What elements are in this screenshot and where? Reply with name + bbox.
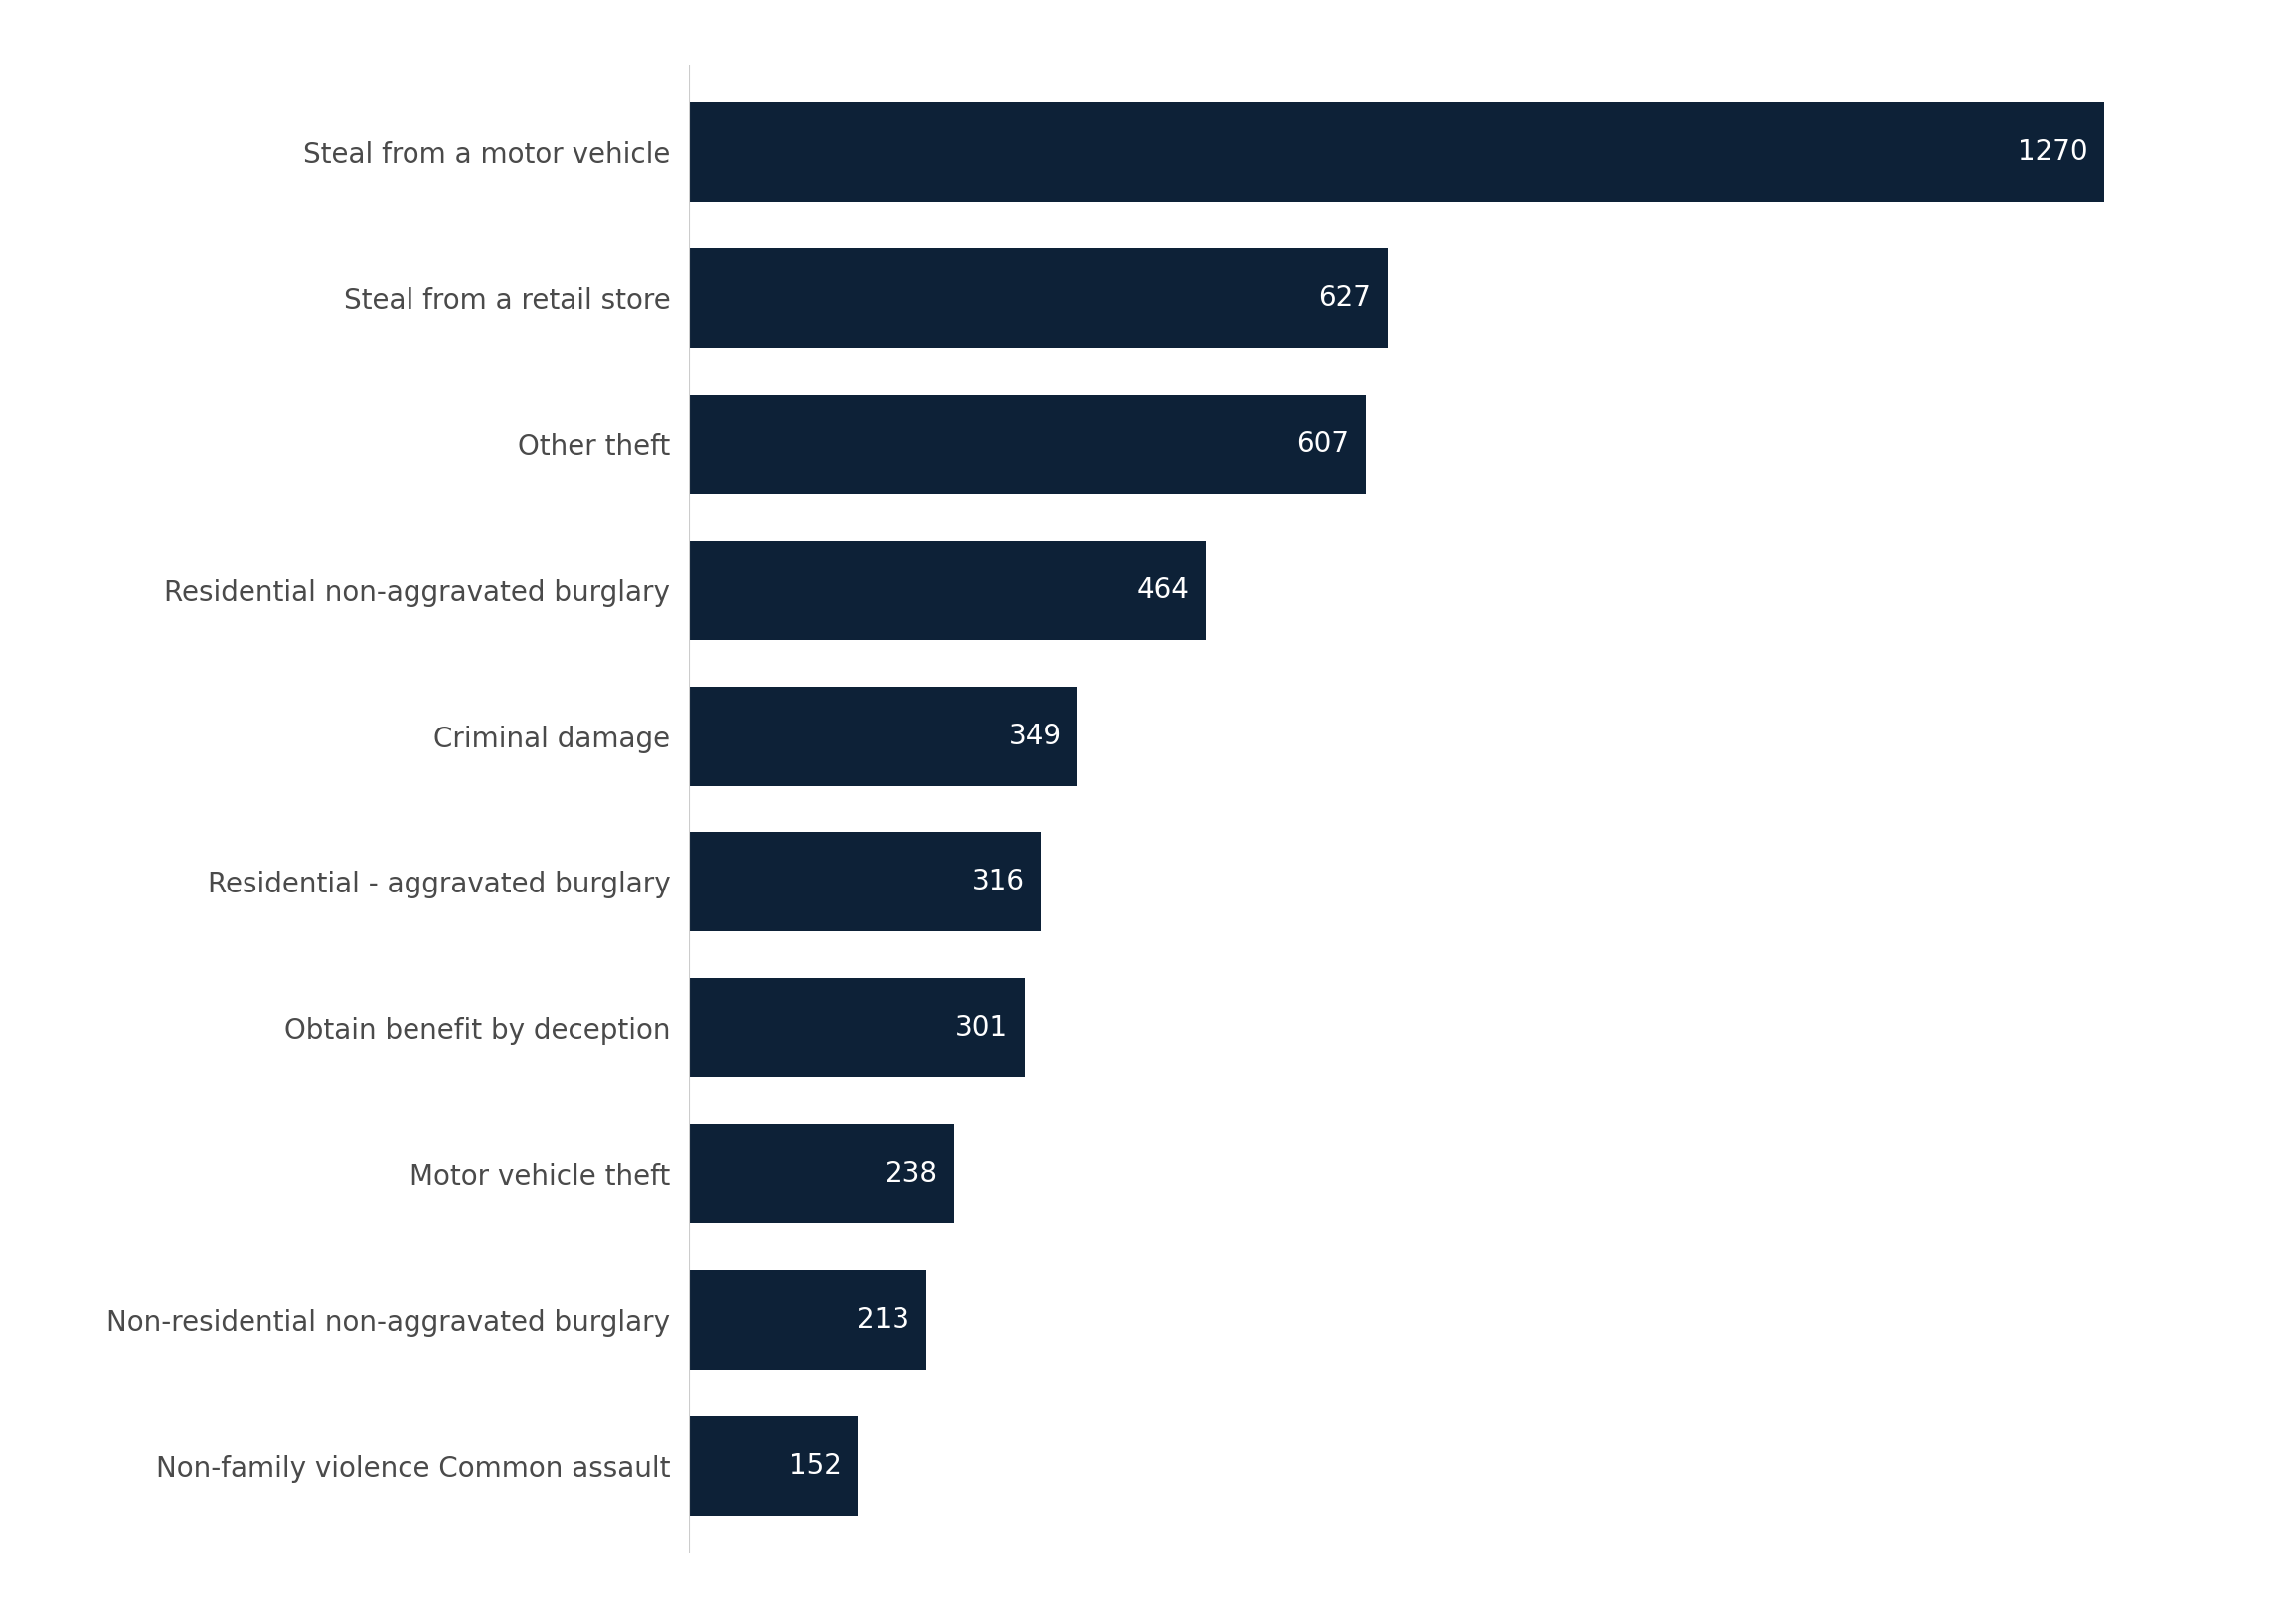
Bar xyxy=(689,979,1024,1078)
Text: 349: 349 xyxy=(1008,722,1061,751)
Text: 301: 301 xyxy=(955,1014,1008,1042)
Bar xyxy=(689,102,2105,202)
Bar xyxy=(689,540,1205,639)
Text: 1270: 1270 xyxy=(2018,139,2087,167)
Bar xyxy=(689,686,1077,786)
Bar xyxy=(689,395,1366,493)
Text: 607: 607 xyxy=(1295,430,1348,458)
Text: 464: 464 xyxy=(1137,576,1189,604)
Text: 316: 316 xyxy=(971,867,1024,896)
Bar xyxy=(689,1416,859,1516)
Bar xyxy=(689,832,1040,932)
Text: 213: 213 xyxy=(856,1306,909,1333)
Text: 152: 152 xyxy=(790,1451,843,1479)
Bar xyxy=(689,1270,925,1369)
Text: 238: 238 xyxy=(884,1160,937,1188)
Bar xyxy=(689,249,1387,348)
Bar xyxy=(689,1125,955,1223)
Text: 627: 627 xyxy=(1318,285,1371,312)
